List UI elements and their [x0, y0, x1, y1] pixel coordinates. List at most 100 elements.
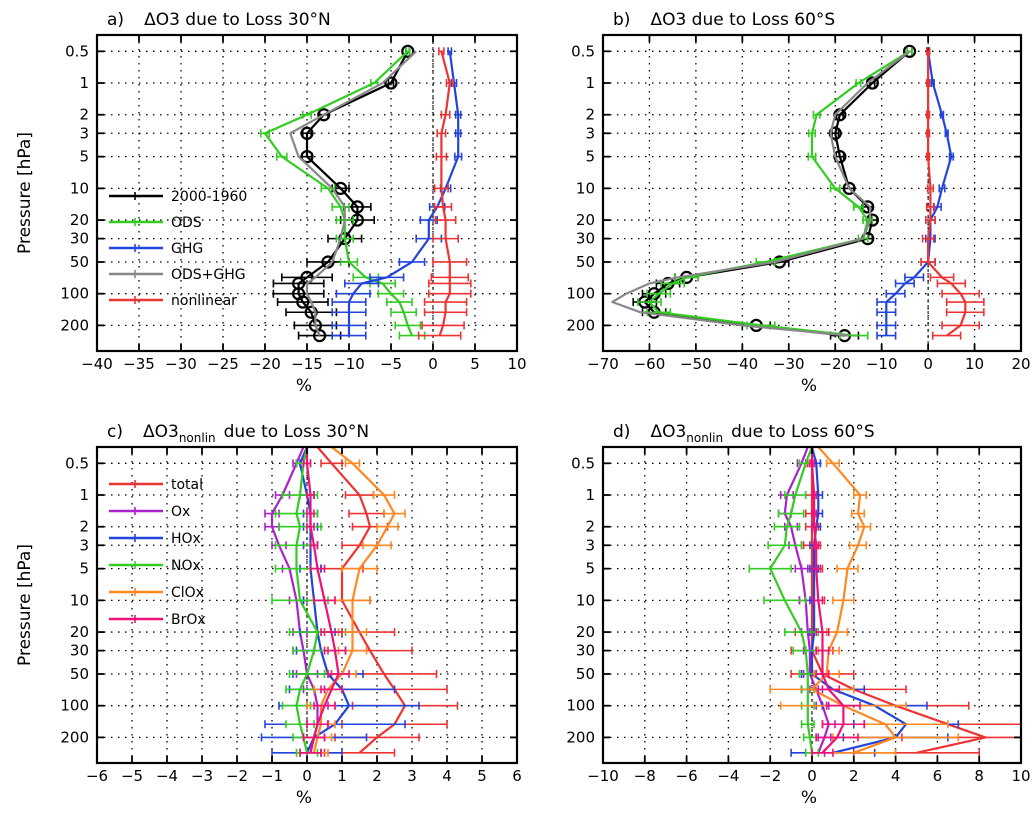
y-tick-label: 100: [566, 697, 595, 715]
x-tick-label: −10: [587, 767, 619, 785]
x-tick-label: −20: [819, 355, 851, 373]
x-tick-label: 4: [891, 767, 901, 785]
data-point: [300, 126, 314, 140]
x-tick-label: −15: [291, 355, 323, 373]
y-tick-label: 20: [576, 211, 595, 229]
series-ods-ghg: [611, 50, 911, 337]
series-line: [298, 446, 351, 754]
y-tick-label: 3: [585, 536, 595, 554]
series-nox: [748, 446, 820, 757]
series-line: [648, 50, 911, 337]
title-main: ΔO3 due to Loss 30°N: [144, 10, 331, 30]
y-tick-label: 1: [79, 74, 89, 92]
x-tick-label: −10: [333, 355, 365, 373]
series-2000-1960: [272, 44, 415, 343]
x-tick-label: −2: [759, 767, 781, 785]
y-tick-label: 30: [70, 642, 89, 660]
y-tick-label: 2: [79, 106, 89, 124]
series-line: [438, 51, 451, 336]
y-tick-label: 200: [566, 728, 595, 746]
x-tick-label: −40: [727, 355, 759, 373]
y-tick-label: 30: [576, 642, 595, 660]
title-main: ΔO3 due to Loss 60°S: [650, 10, 835, 30]
y-tick-label: 10: [70, 179, 89, 197]
x-tick-label: 2: [849, 767, 859, 785]
x-tick-label: 0: [807, 767, 817, 785]
y-axis-label: Pressure [hPa]: [15, 544, 35, 666]
series-hox: [260, 446, 420, 757]
y-tick-label: 0.5: [571, 454, 595, 472]
x-tick-label: −35: [123, 355, 155, 373]
series-ods-ghg: [289, 50, 417, 337]
y-tick-label: 3: [79, 536, 89, 554]
y-tick-label: 5: [585, 148, 595, 166]
y-tick-label: 0.5: [65, 454, 89, 472]
y-tick-label: 50: [70, 665, 89, 683]
y-tick-label: 100: [566, 285, 595, 303]
x-tick-label: 5: [477, 767, 487, 785]
x-tick-label: −5: [121, 767, 143, 785]
x-tick-label: 0: [428, 355, 438, 373]
panel-title: d) ΔO3nonlin due to Loss 60°S: [613, 422, 875, 445]
series-line: [270, 446, 319, 754]
series-line: [347, 51, 460, 336]
legend: total Ox HOx NOx ClOx BrOx: [109, 477, 206, 628]
series-brox: [299, 447, 350, 757]
x-tick-label: 6: [512, 767, 522, 785]
series-line: [305, 447, 340, 754]
x-tick-label: 0: [923, 355, 933, 373]
y-tick-label: 5: [79, 560, 89, 578]
x-tick-label: 5: [470, 355, 480, 373]
legend-label: 2000-1960: [171, 189, 247, 205]
data-point: [350, 200, 364, 214]
x-tick-label: −30: [773, 355, 805, 373]
data-point: [384, 76, 398, 90]
x-tick-label: −3: [191, 767, 213, 785]
data-point: [321, 255, 335, 269]
y-tick-label: 200: [60, 316, 89, 334]
panel-letter: b): [613, 10, 630, 30]
panel-letter: d): [613, 422, 630, 442]
x-tick-label: 10: [507, 355, 526, 373]
series-line: [611, 50, 911, 337]
x-tick-label: −10: [866, 355, 898, 373]
panel-d: −10 −8 −6 −4 −2 0 2 4 6 8 100.5123510203050100200%…: [566, 422, 1030, 808]
y-tick-label: 30: [70, 230, 89, 248]
data-point: [296, 295, 310, 309]
title-main: ΔO3: [143, 422, 179, 442]
legend-label: nonlinear: [171, 293, 237, 309]
x-tick-label: 3: [407, 767, 417, 785]
x-tick-label: 6: [933, 767, 943, 785]
series-line: [810, 447, 987, 754]
y-tick-label: 100: [60, 697, 89, 715]
x-tick-label: −2: [226, 767, 248, 785]
x-tick-label: 4: [442, 767, 452, 785]
y-tick-label: 2: [79, 518, 89, 536]
x-tick-label: 20: [1011, 355, 1030, 373]
x-tick-label: −70: [587, 355, 619, 373]
y-tick-label: 5: [79, 148, 89, 166]
panel-letter: a): [107, 10, 124, 30]
data-point: [902, 44, 917, 58]
x-axis-label: %: [801, 376, 817, 396]
x-tick-label: −1: [261, 767, 283, 785]
y-tick-label: 10: [576, 591, 595, 609]
y-tick-label: 50: [576, 665, 595, 683]
x-tick-label: −60: [634, 355, 666, 373]
x-tick-label: −8: [634, 767, 656, 785]
series-clox: [769, 446, 960, 757]
data-point: [313, 329, 327, 343]
x-tick-label: 0: [302, 767, 312, 785]
plot-frame: [601, 33, 1023, 353]
title-rest: due to Loss 60°S: [731, 422, 875, 442]
panel-letter: c): [107, 422, 123, 442]
y-tick-label: 50: [576, 253, 595, 271]
series-line: [263, 50, 414, 337]
x-tick-label: −50: [680, 355, 712, 373]
legend-label: ODS: [171, 215, 202, 231]
data-point: [304, 305, 318, 319]
series-2000-1960: [632, 44, 917, 343]
legend-label: ClOx: [171, 585, 204, 601]
series-line: [810, 446, 908, 754]
